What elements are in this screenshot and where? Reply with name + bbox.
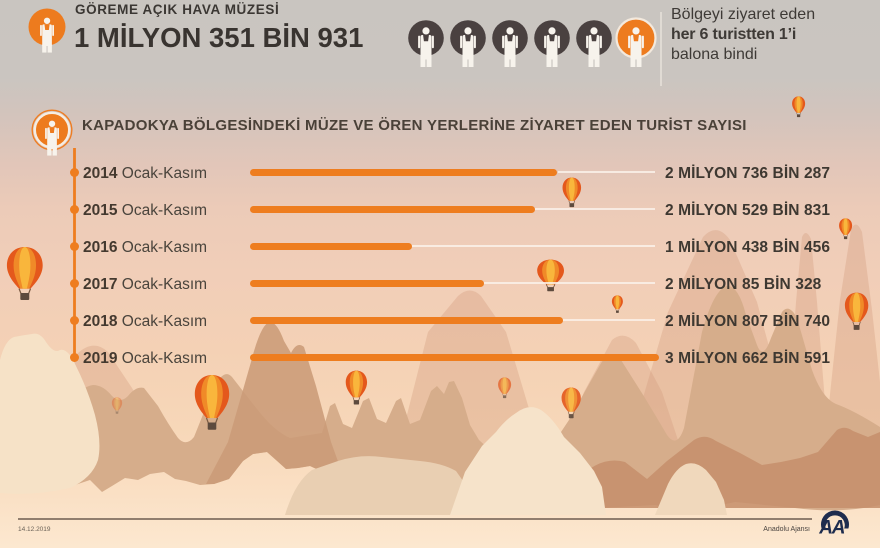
svg-text:AA: AA <box>818 518 845 539</box>
